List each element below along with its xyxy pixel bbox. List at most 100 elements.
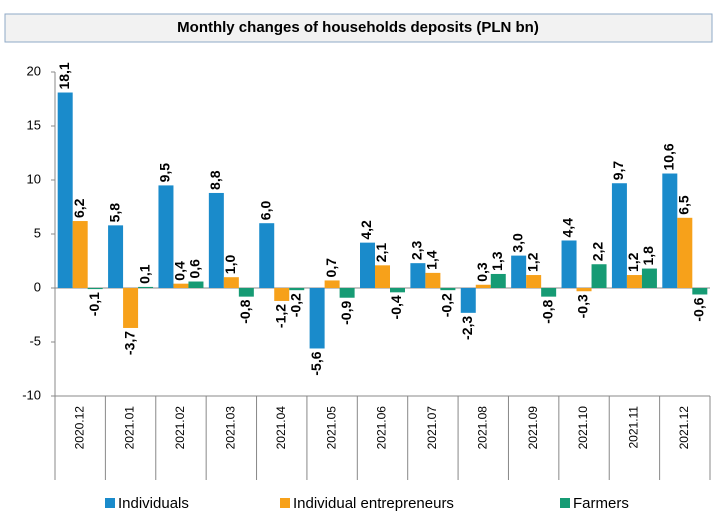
value-label: 6,5 xyxy=(676,195,692,215)
y-tick-label: 0 xyxy=(34,279,41,294)
y-tick-label: 10 xyxy=(27,171,41,186)
bar xyxy=(375,265,390,288)
x-tick-label: 2021.12 xyxy=(677,406,691,450)
value-label: -0,1 xyxy=(86,292,102,316)
bar xyxy=(309,288,325,349)
bar xyxy=(339,288,355,298)
value-label: 1,2 xyxy=(625,252,641,272)
value-label: 9,5 xyxy=(157,163,173,183)
value-label: 4,2 xyxy=(358,220,374,240)
value-label: 0,6 xyxy=(187,259,203,279)
value-label: -3,7 xyxy=(121,331,137,355)
bar xyxy=(561,240,577,288)
value-label: 0,3 xyxy=(474,262,490,282)
value-label: 2,2 xyxy=(590,242,606,262)
bar xyxy=(259,223,275,288)
bar xyxy=(692,288,708,295)
legend-swatch xyxy=(105,498,115,508)
bar xyxy=(626,275,642,288)
y-tick-label: -5 xyxy=(29,333,41,348)
bar xyxy=(662,173,678,288)
x-tick-label: 2021.04 xyxy=(274,406,288,450)
x-tick-label: 2021.07 xyxy=(425,406,439,450)
bar xyxy=(677,217,693,288)
bar xyxy=(440,288,456,291)
legend-swatch xyxy=(560,498,570,508)
bar xyxy=(460,288,476,313)
value-label: -1,2 xyxy=(272,304,288,328)
x-tick-label: 2021.11 xyxy=(627,406,641,449)
value-label: 1,0 xyxy=(222,255,238,275)
legend-swatch xyxy=(280,498,290,508)
x-tick-label: 2021.02 xyxy=(173,406,187,450)
y-tick-label: 20 xyxy=(27,63,41,78)
bar xyxy=(641,268,657,288)
x-tick-label: 2021.10 xyxy=(576,406,590,450)
value-label: -2,3 xyxy=(459,316,475,340)
value-label: -0,6 xyxy=(691,297,707,321)
legend-label: Individuals xyxy=(118,495,189,512)
bar xyxy=(591,264,607,288)
value-label: -0,8 xyxy=(237,299,253,323)
bar xyxy=(123,288,139,328)
bar xyxy=(289,288,305,291)
value-label: -0,8 xyxy=(539,299,555,323)
value-label: -0,2 xyxy=(439,293,455,317)
x-tick-label: 2021.06 xyxy=(375,406,389,450)
value-label: 0,1 xyxy=(136,264,152,284)
bar xyxy=(410,263,426,288)
x-tick-label: 2021.09 xyxy=(526,406,540,450)
value-label: 1,8 xyxy=(640,246,656,266)
value-label: -0,9 xyxy=(338,301,354,325)
value-label: 4,4 xyxy=(560,218,576,238)
y-tick-label: -10 xyxy=(22,387,41,402)
bar xyxy=(324,280,340,288)
value-label: 2,3 xyxy=(409,240,425,260)
bar xyxy=(208,192,224,288)
bar xyxy=(526,275,542,288)
bar xyxy=(611,183,627,288)
x-tick-label: 2021.01 xyxy=(123,406,137,450)
value-label: 0,4 xyxy=(172,261,188,281)
value-label: 1,4 xyxy=(424,250,440,270)
chart-title: Monthly changes of households deposits (… xyxy=(177,19,539,36)
bar xyxy=(490,273,506,288)
value-label: -0,2 xyxy=(287,293,303,317)
bar xyxy=(173,283,189,288)
value-label: 6,2 xyxy=(71,198,87,218)
bar xyxy=(576,288,592,292)
bar xyxy=(87,288,103,290)
value-label: 18,1 xyxy=(56,62,72,89)
bar xyxy=(425,272,441,288)
value-label: 5,8 xyxy=(106,203,122,223)
value-label: 8,8 xyxy=(207,170,223,190)
value-label: 2,1 xyxy=(373,243,389,263)
legend-label: Individual entrepreneurs xyxy=(293,495,454,512)
bar xyxy=(57,92,73,289)
bar xyxy=(274,288,290,301)
value-label: -5,6 xyxy=(308,351,324,375)
bar xyxy=(360,242,375,288)
value-label: -0,3 xyxy=(575,294,591,318)
bar xyxy=(72,221,88,288)
bar xyxy=(158,185,174,288)
bar xyxy=(188,281,204,288)
value-label: 9,7 xyxy=(610,161,626,181)
bar xyxy=(475,284,491,288)
bar xyxy=(541,288,557,297)
title-box xyxy=(4,13,713,43)
x-tick-label: 2021.03 xyxy=(224,406,238,450)
bar xyxy=(238,288,254,297)
bar xyxy=(511,255,527,288)
x-tick-label: 2021.08 xyxy=(475,406,489,450)
value-label: 6,0 xyxy=(257,201,273,221)
value-label: 1,2 xyxy=(524,252,540,272)
value-label: 1,3 xyxy=(489,251,505,271)
value-label: 10,6 xyxy=(661,143,677,170)
y-tick-label: 15 xyxy=(27,117,41,132)
x-tick-label: 2021.05 xyxy=(324,406,338,450)
bar xyxy=(390,288,405,293)
x-tick-label: 2020.12 xyxy=(72,406,86,450)
y-tick-label: 5 xyxy=(34,225,41,240)
